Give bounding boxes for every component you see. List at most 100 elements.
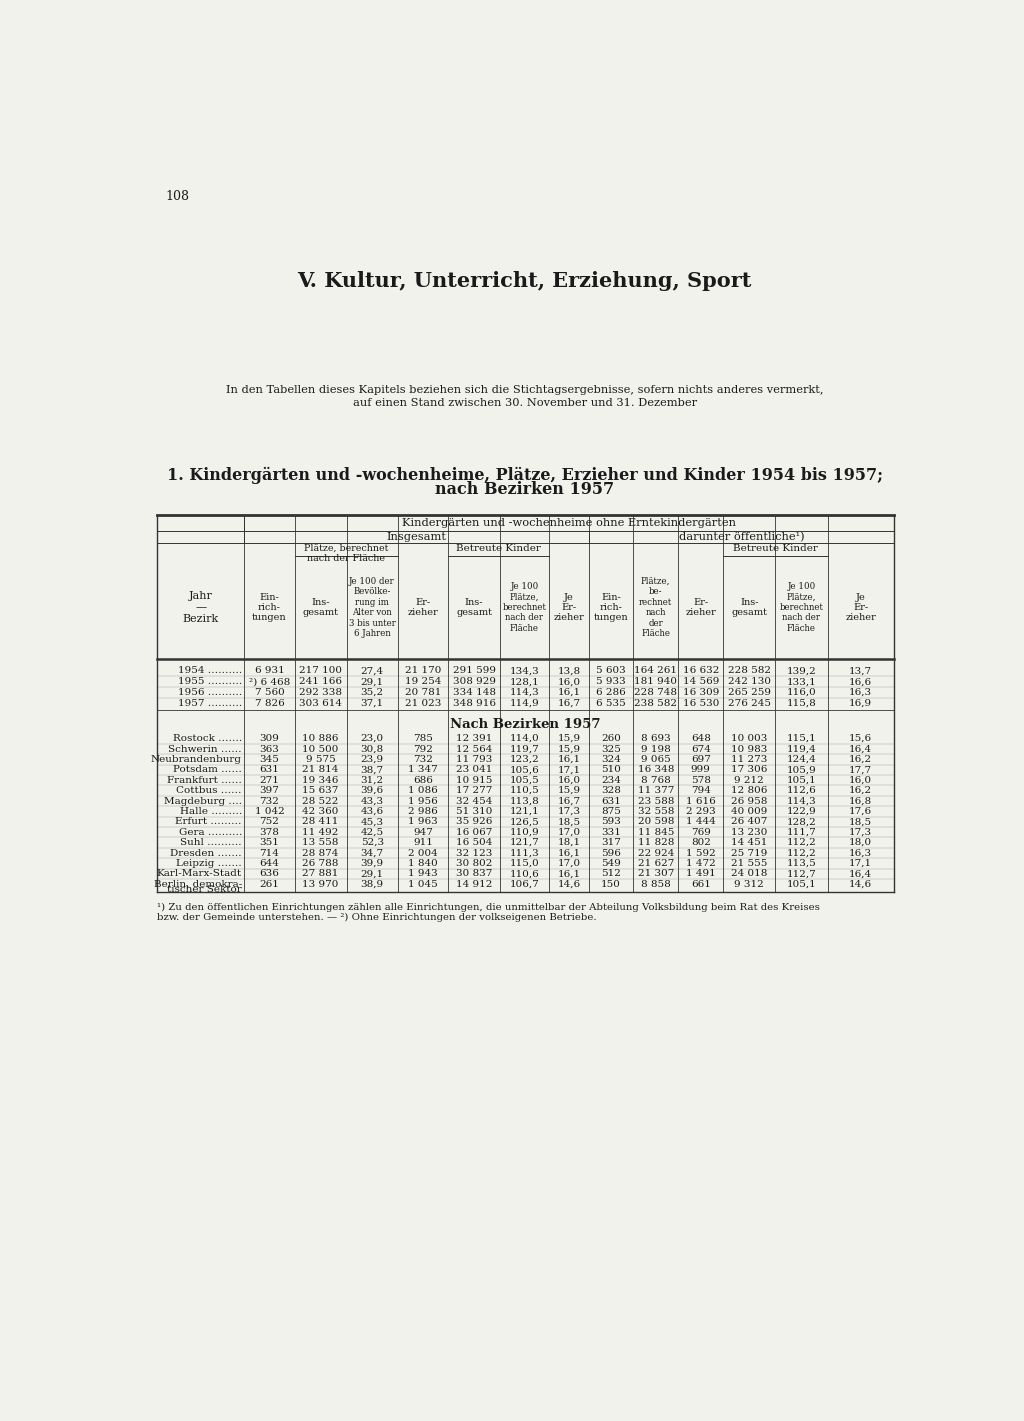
Text: tischer Sektor: tischer Sektor — [167, 885, 242, 894]
Text: 1 943: 1 943 — [408, 870, 438, 878]
Text: 2 293: 2 293 — [686, 807, 716, 816]
Text: 43,6: 43,6 — [360, 807, 384, 816]
Text: 112,7: 112,7 — [786, 870, 816, 878]
Text: 510: 510 — [601, 766, 622, 774]
Text: 14 912: 14 912 — [456, 880, 493, 888]
Text: 7 826: 7 826 — [255, 699, 285, 708]
Text: 999: 999 — [691, 766, 711, 774]
Text: 11 828: 11 828 — [638, 838, 674, 847]
Text: 122,9: 122,9 — [786, 807, 816, 816]
Text: 45,3: 45,3 — [360, 817, 384, 827]
Text: 648: 648 — [691, 735, 711, 743]
Text: 111,7: 111,7 — [786, 827, 816, 837]
Text: Er-
zieher: Er- zieher — [408, 598, 438, 617]
Text: 324: 324 — [601, 755, 622, 764]
Text: 16 348: 16 348 — [638, 766, 674, 774]
Text: 32 454: 32 454 — [456, 797, 493, 806]
Text: 9 312: 9 312 — [734, 880, 764, 888]
Text: 38,9: 38,9 — [360, 880, 384, 888]
Text: 38,7: 38,7 — [360, 766, 384, 774]
Text: 11 845: 11 845 — [638, 827, 674, 837]
Text: 21 814: 21 814 — [302, 766, 339, 774]
Text: 16,9: 16,9 — [849, 699, 872, 708]
Text: Erfurt ………: Erfurt ……… — [175, 817, 242, 827]
Text: 31,2: 31,2 — [360, 776, 384, 784]
Text: 15,6: 15,6 — [849, 735, 872, 743]
Text: 18,1: 18,1 — [557, 838, 581, 847]
Text: 261: 261 — [259, 880, 280, 888]
Text: 8 693: 8 693 — [641, 735, 671, 743]
Text: 325: 325 — [601, 745, 622, 753]
Text: 40 009: 40 009 — [731, 807, 767, 816]
Text: 10 886: 10 886 — [302, 735, 339, 743]
Text: 21 307: 21 307 — [638, 870, 674, 878]
Text: 18,5: 18,5 — [557, 817, 581, 827]
Text: 116,0: 116,0 — [786, 688, 816, 696]
Text: Ein-
rich-
tungen: Ein- rich- tungen — [252, 593, 287, 622]
Text: 26 788: 26 788 — [302, 858, 339, 868]
Text: 16,1: 16,1 — [557, 688, 581, 696]
Text: Er-
zieher: Er- zieher — [685, 598, 716, 617]
Text: 110,6: 110,6 — [510, 870, 540, 878]
Text: 334 148: 334 148 — [453, 688, 496, 696]
Text: 16,3: 16,3 — [849, 848, 872, 857]
Text: 348 916: 348 916 — [453, 699, 496, 708]
Text: 11 273: 11 273 — [731, 755, 767, 764]
Text: 549: 549 — [601, 858, 622, 868]
Text: 265 259: 265 259 — [728, 688, 771, 696]
Text: 18,0: 18,0 — [849, 838, 872, 847]
Text: 110,9: 110,9 — [510, 827, 540, 837]
Text: 29,1: 29,1 — [360, 678, 384, 686]
Text: 16 067: 16 067 — [456, 827, 493, 837]
Text: 39,9: 39,9 — [360, 858, 384, 868]
Text: Frankfurt ……: Frankfurt …… — [167, 776, 242, 784]
Text: 16 632: 16 632 — [683, 666, 719, 675]
Text: 1 472: 1 472 — [686, 858, 716, 868]
Text: ¹) Zu den öffentlichen Einrichtungen zählen alle Einrichtungen, die unmittelbar : ¹) Zu den öffentlichen Einrichtungen zäh… — [158, 904, 820, 912]
Text: 16,4: 16,4 — [849, 745, 872, 753]
Text: 30 837: 30 837 — [456, 870, 493, 878]
Text: 1 086: 1 086 — [408, 786, 438, 796]
Text: 1 956: 1 956 — [408, 797, 438, 806]
Text: 308 929: 308 929 — [453, 678, 496, 686]
Text: 12 564: 12 564 — [456, 745, 493, 753]
Text: 16,7: 16,7 — [557, 797, 581, 806]
Text: 14,6: 14,6 — [849, 880, 872, 888]
Text: 17,0: 17,0 — [557, 858, 581, 868]
Text: 276 245: 276 245 — [728, 699, 771, 708]
Text: Schwerin ……: Schwerin …… — [168, 745, 242, 753]
Text: 105,1: 105,1 — [786, 776, 816, 784]
Text: 51 310: 51 310 — [456, 807, 493, 816]
Text: Je 100 der
Bevölke-
rung im
Alter von
3 bis unter
6 Jahren: Je 100 der Bevölke- rung im Alter von 3 … — [349, 577, 395, 638]
Text: 27 881: 27 881 — [302, 870, 339, 878]
Text: Neubrandenburg: Neubrandenburg — [151, 755, 242, 764]
Text: 106,7: 106,7 — [510, 880, 540, 888]
Text: 12 806: 12 806 — [731, 786, 767, 796]
Text: Karl-Marx-Stadt: Karl-Marx-Stadt — [157, 870, 242, 878]
Text: 2 986: 2 986 — [408, 807, 438, 816]
Text: 309: 309 — [259, 735, 280, 743]
Text: 32 558: 32 558 — [638, 807, 674, 816]
Text: 39,6: 39,6 — [360, 786, 384, 796]
Text: 114,0: 114,0 — [510, 735, 540, 743]
Text: Betreute Kinder: Betreute Kinder — [456, 544, 541, 553]
Text: auf einen Stand zwischen 30. November und 31. Dezember: auf einen Stand zwischen 30. November un… — [352, 398, 697, 408]
Text: bzw. der Gemeinde unterstehen. — ²) Ohne Einrichtungen der volkseigenen Betriebe: bzw. der Gemeinde unterstehen. — ²) Ohne… — [158, 912, 597, 922]
Text: 133,1: 133,1 — [786, 678, 816, 686]
Text: 351: 351 — [259, 838, 280, 847]
Text: 21 555: 21 555 — [731, 858, 767, 868]
Text: 128,1: 128,1 — [510, 678, 540, 686]
Text: 28 411: 28 411 — [302, 817, 339, 827]
Text: 636: 636 — [259, 870, 280, 878]
Text: 17,1: 17,1 — [849, 858, 872, 868]
Text: 1 042: 1 042 — [255, 807, 285, 816]
Text: 52,3: 52,3 — [360, 838, 384, 847]
Text: 114,3: 114,3 — [510, 688, 540, 696]
Text: 17,1: 17,1 — [557, 766, 581, 774]
Text: 18,5: 18,5 — [849, 817, 872, 827]
Text: 292 338: 292 338 — [299, 688, 342, 696]
Text: 13 970: 13 970 — [302, 880, 339, 888]
Text: 15,9: 15,9 — [557, 745, 581, 753]
Text: 14 569: 14 569 — [683, 678, 719, 686]
Text: 28 522: 28 522 — [302, 797, 339, 806]
